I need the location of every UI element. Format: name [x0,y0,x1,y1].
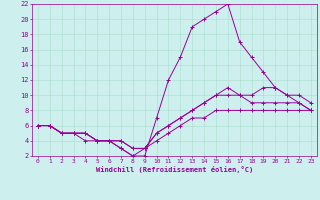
X-axis label: Windchill (Refroidissement éolien,°C): Windchill (Refroidissement éolien,°C) [96,166,253,173]
